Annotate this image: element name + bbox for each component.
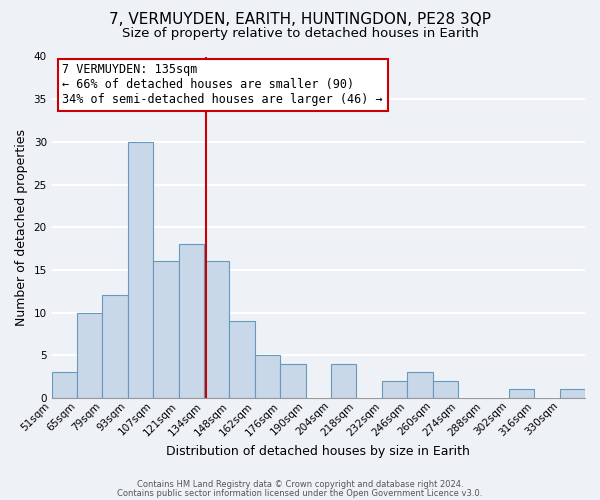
Bar <box>255 355 280 398</box>
Bar <box>153 262 179 398</box>
Bar <box>229 321 255 398</box>
Text: 7 VERMUYDEN: 135sqm
← 66% of detached houses are smaller (90)
34% of semi-detach: 7 VERMUYDEN: 135sqm ← 66% of detached ho… <box>62 64 383 106</box>
Text: 7, VERMUYDEN, EARITH, HUNTINGDON, PE28 3QP: 7, VERMUYDEN, EARITH, HUNTINGDON, PE28 3… <box>109 12 491 28</box>
Bar <box>179 244 204 398</box>
Bar <box>280 364 305 398</box>
X-axis label: Distribution of detached houses by size in Earith: Distribution of detached houses by size … <box>166 444 470 458</box>
Bar <box>382 381 407 398</box>
Bar <box>407 372 433 398</box>
Text: Size of property relative to detached houses in Earith: Size of property relative to detached ho… <box>122 28 478 40</box>
Bar <box>52 372 77 398</box>
Bar <box>560 390 585 398</box>
Bar <box>509 390 534 398</box>
Bar <box>433 381 458 398</box>
Text: Contains public sector information licensed under the Open Government Licence v3: Contains public sector information licen… <box>118 489 482 498</box>
Text: Contains HM Land Registry data © Crown copyright and database right 2024.: Contains HM Land Registry data © Crown c… <box>137 480 463 489</box>
Bar <box>128 142 153 398</box>
Bar <box>77 312 103 398</box>
Y-axis label: Number of detached properties: Number of detached properties <box>15 128 28 326</box>
Bar <box>331 364 356 398</box>
Bar <box>103 296 128 398</box>
Bar <box>204 262 229 398</box>
